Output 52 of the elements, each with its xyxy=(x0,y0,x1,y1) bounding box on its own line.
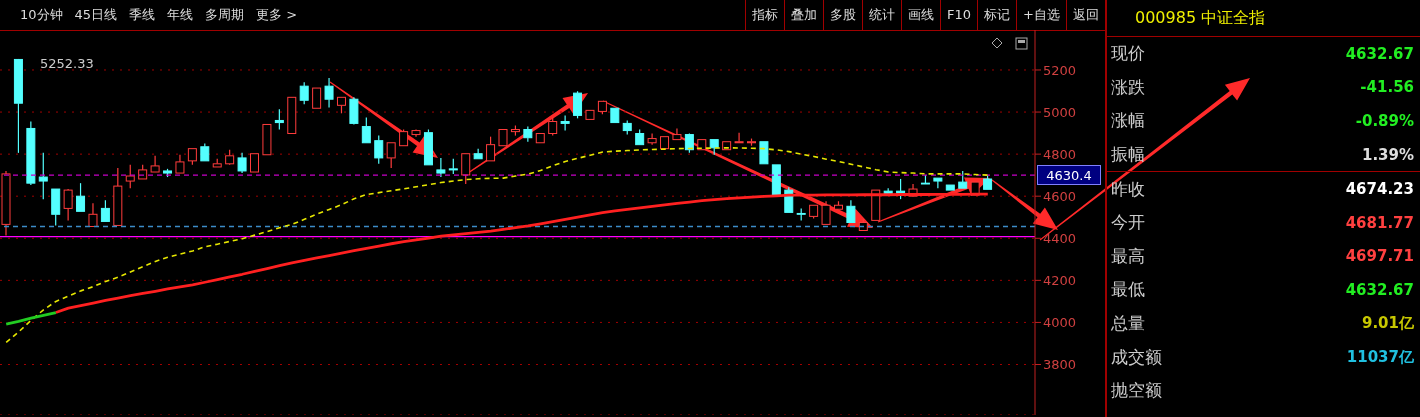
y-tick-label: 5200 xyxy=(1043,62,1077,78)
candlestick xyxy=(560,114,570,132)
text: 标记 xyxy=(977,0,1017,30)
text: 最低 xyxy=(1111,278,1145,302)
candlestick xyxy=(324,77,334,109)
text: 1.39% xyxy=(1361,145,1414,164)
y-tick-label: 4600 xyxy=(1043,188,1077,204)
text: 今开 xyxy=(1111,211,1145,235)
text: 000985 中证全指 xyxy=(1107,0,1420,37)
text: 叠加 xyxy=(784,0,824,30)
annotation: 5252.33 xyxy=(40,56,94,71)
text: 9.01亿 xyxy=(1361,314,1414,334)
text: 返回 xyxy=(1066,0,1105,30)
text: 4632.67 xyxy=(1345,280,1414,299)
text: 4630.4 xyxy=(1037,165,1101,185)
y-tick-label: 4000 xyxy=(1043,315,1077,331)
text: 多周期 xyxy=(205,6,245,24)
y-tick-label: 4200 xyxy=(1043,272,1077,288)
candlestick xyxy=(647,132,657,146)
text: 最高 xyxy=(1111,244,1145,268)
text: 涨幅 xyxy=(1111,109,1145,133)
text: 45日线 xyxy=(74,6,118,24)
text: 总量 xyxy=(1111,312,1145,336)
y-tick-label: 4400 xyxy=(1043,230,1077,246)
text: 画线 xyxy=(901,0,941,30)
y-tick-label: 3800 xyxy=(1043,357,1077,373)
text: 振幅 xyxy=(1111,143,1145,167)
text: -0.89% xyxy=(1355,111,1414,130)
text: 多股 xyxy=(823,0,863,30)
text: 年线 xyxy=(167,6,194,24)
text: 季线 xyxy=(129,6,156,24)
text: 10分钟 xyxy=(20,6,63,24)
line-series xyxy=(4,311,58,326)
text: 4674.23 xyxy=(1345,180,1414,199)
text: 11037亿 xyxy=(1346,347,1414,367)
text: 更多 > xyxy=(256,6,298,24)
text: 现价 xyxy=(1111,42,1145,66)
text: 昨收 xyxy=(1111,177,1145,201)
text: -41.56 xyxy=(1360,78,1414,97)
text: +自选 xyxy=(1016,0,1066,30)
text: 涨跌 xyxy=(1111,75,1145,99)
y-tick-label: 4800 xyxy=(1043,146,1077,162)
text: 指标 xyxy=(745,0,785,30)
text: 4632.67 xyxy=(1345,44,1414,63)
y-tick-label: 5000 xyxy=(1043,104,1077,120)
text: F10 xyxy=(940,0,978,30)
text: 统计 xyxy=(862,0,902,30)
text: 4681.77 xyxy=(1345,213,1414,232)
text: 成交额 xyxy=(1111,345,1162,369)
text: 4697.71 xyxy=(1345,247,1414,266)
candlestick xyxy=(38,152,48,200)
text: 抛空额 xyxy=(1111,379,1162,403)
